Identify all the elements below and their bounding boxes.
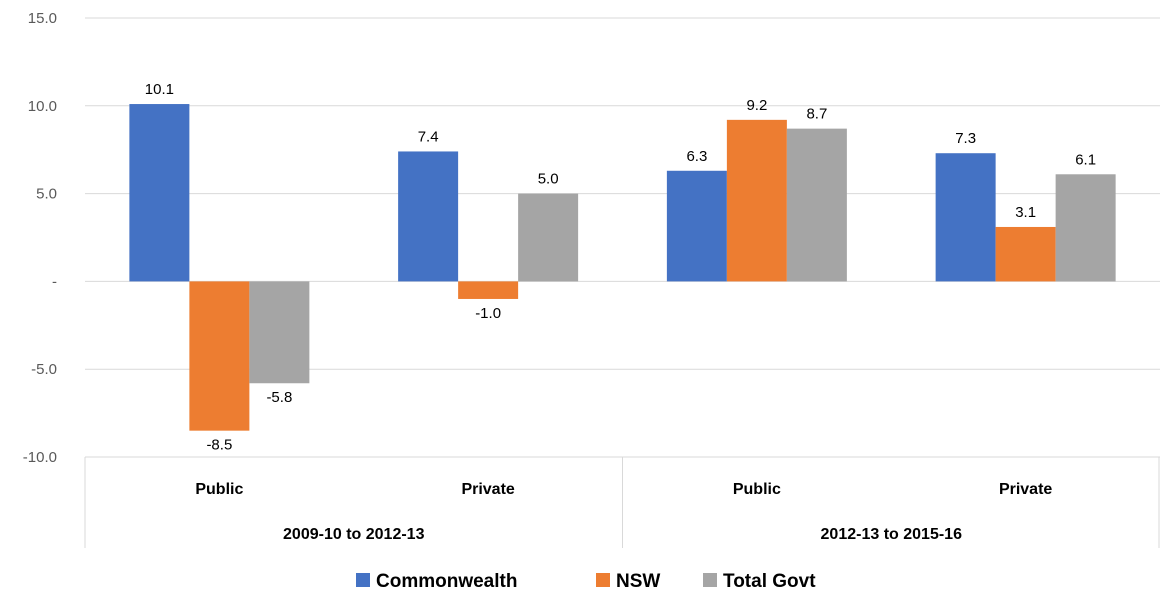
bar-total-govt — [249, 281, 310, 384]
y-tick-label: -10.0 — [23, 449, 57, 466]
bar-total-govt — [518, 193, 579, 282]
data-label: 9.2 — [746, 97, 767, 114]
data-label: 6.3 — [686, 148, 707, 165]
group-label: 2009-10 to 2012-13 — [283, 526, 425, 543]
bar-commonwealth — [666, 170, 727, 282]
bars — [129, 104, 1116, 431]
legend-swatch — [703, 573, 717, 587]
bar-commonwealth — [398, 151, 459, 282]
legend-label: Total Govt — [723, 571, 816, 592]
data-label: 8.7 — [806, 106, 827, 123]
category-label: Public — [195, 481, 243, 498]
data-label: -1.0 — [475, 305, 501, 322]
data-label: 7.4 — [418, 128, 439, 145]
category-label: Private — [999, 481, 1052, 498]
bar-total-govt — [786, 128, 847, 282]
y-tick-label: 10.0 — [28, 98, 57, 115]
bar-nsw — [726, 119, 787, 282]
legend-swatch — [356, 573, 370, 587]
data-labels: 10.1 7.4 6.3 7.3 -8.5 -1.0 9.2 3.1 -5.8 5.0 8.7 6.1 — [145, 81, 1096, 454]
category-label: Public — [733, 481, 781, 498]
y-tick-label: 15.0 — [28, 10, 57, 27]
data-label: 7.3 — [955, 130, 976, 147]
bar-commonwealth — [935, 153, 996, 282]
legend-label: NSW — [616, 571, 660, 592]
bar-nsw — [189, 281, 250, 431]
data-label: -8.5 — [206, 437, 232, 454]
y-tick-label: 5.0 — [36, 186, 57, 203]
bar-commonwealth — [129, 104, 190, 282]
x-axis: Public Private Public Private 2009-10 to 201… — [84, 457, 1160, 548]
bar-nsw — [995, 226, 1056, 282]
y-axis-ticks: 15.0 10.0 5.0 - -5.0 -10.0 — [23, 10, 57, 466]
y-tick-label: -5.0 — [31, 361, 57, 378]
legend-label: Commonwealth — [376, 571, 517, 592]
data-label: 5.0 — [538, 171, 559, 188]
category-label: Private — [461, 481, 514, 498]
data-label: 6.1 — [1075, 151, 1096, 168]
bar-total-govt — [1055, 174, 1116, 282]
bar-nsw — [458, 281, 519, 299]
data-label: 3.1 — [1015, 204, 1036, 221]
legend: Commonwealth NSW Total Govt — [356, 571, 816, 592]
group-label: 2012-13 to 2015-16 — [821, 526, 963, 543]
legend-swatch — [596, 573, 610, 587]
data-label: -5.8 — [266, 389, 292, 406]
y-tick-label: - — [52, 273, 57, 290]
data-label: 10.1 — [145, 81, 174, 98]
